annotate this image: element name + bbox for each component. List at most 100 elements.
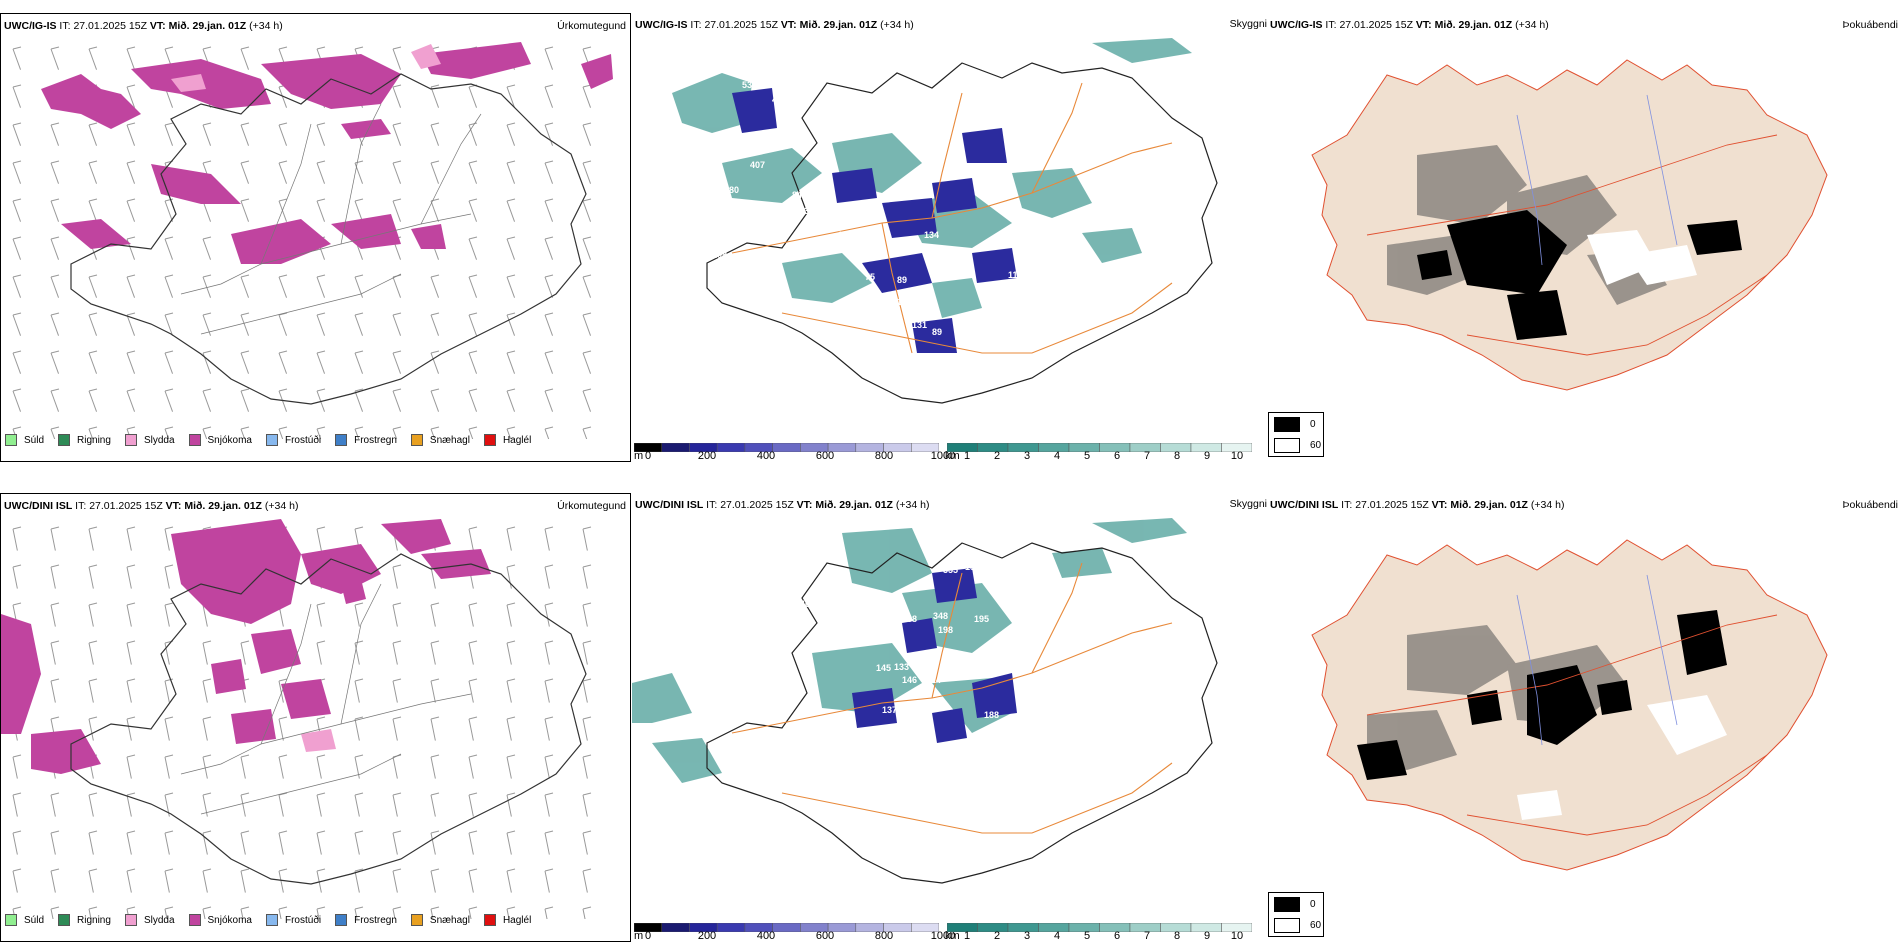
wind-barb bbox=[240, 46, 250, 70]
wind-barb bbox=[164, 122, 174, 146]
fog-legend-swatch bbox=[1274, 438, 1300, 453]
wind-barb bbox=[240, 122, 250, 146]
wind-barb bbox=[316, 426, 326, 439]
legend-label: Frostúði bbox=[284, 914, 322, 926]
rivers bbox=[1516, 94, 1678, 266]
legend-label: Frostregn bbox=[354, 434, 397, 446]
wind-barb bbox=[88, 274, 98, 298]
wind-barb bbox=[544, 792, 554, 817]
wind-barb bbox=[544, 350, 554, 374]
wind-barb bbox=[354, 678, 364, 703]
wind-barb bbox=[12, 830, 22, 855]
cloudbase-value-label: 146 bbox=[902, 675, 917, 685]
wind-barb bbox=[12, 160, 22, 184]
wind-barb bbox=[164, 526, 174, 551]
wind-barb bbox=[50, 526, 60, 551]
cloudbase-value-label: 14 bbox=[897, 297, 907, 307]
wind-barb bbox=[202, 640, 212, 665]
wind-barb bbox=[202, 274, 212, 298]
scale-tick-label: 1 bbox=[963, 930, 971, 942]
wind-barb bbox=[50, 122, 60, 146]
wind-barb bbox=[582, 868, 592, 893]
wind-barb bbox=[506, 564, 516, 589]
coastline bbox=[706, 542, 1218, 884]
wind-barb bbox=[50, 640, 60, 665]
cloudbase-value-label: 146 bbox=[795, 599, 810, 609]
variable-label: Skyggni bbox=[1229, 18, 1267, 30]
wind-barb bbox=[544, 198, 554, 222]
legend-label: Rigning bbox=[77, 914, 111, 926]
wind-barb bbox=[50, 678, 60, 703]
wind-barb bbox=[392, 312, 402, 336]
legend-swatch bbox=[5, 434, 17, 446]
scale-tick-label: 6 bbox=[1113, 930, 1121, 942]
variable-label: Úrkomutegund bbox=[557, 20, 626, 32]
wind-barb bbox=[582, 792, 592, 817]
wind-barb bbox=[12, 868, 22, 893]
wind-barb bbox=[506, 602, 516, 627]
legend-item: Snjókoma bbox=[188, 434, 252, 446]
wind-barb bbox=[582, 388, 592, 412]
wind-barb bbox=[278, 274, 288, 298]
fog-legend-row: 60 bbox=[1274, 918, 1321, 933]
visibility-scale-unit: km bbox=[945, 450, 960, 462]
legend-item: Frostregn bbox=[335, 434, 397, 446]
legend-swatch bbox=[5, 914, 17, 926]
variable-label: Skyggni bbox=[1229, 498, 1267, 510]
wind-barb bbox=[582, 564, 592, 589]
scale-tick-label: 400 bbox=[756, 930, 776, 942]
cloudbase-areas bbox=[852, 568, 1017, 743]
visibility-scale-ticks: 1 2 3 4 5 6 7 8 9 10 bbox=[945, 450, 1255, 464]
scale-tick-label: 5 bbox=[1083, 450, 1091, 462]
scale-tick-label: 0 bbox=[644, 450, 652, 462]
cloudbase-value-label: 541 bbox=[993, 576, 1008, 586]
fog-dense-areas bbox=[1417, 210, 1742, 340]
wind-barb bbox=[126, 754, 136, 779]
wind-barb bbox=[506, 678, 516, 703]
wind-barb bbox=[164, 236, 174, 260]
wind-barb bbox=[582, 830, 592, 855]
wind-barb bbox=[50, 350, 60, 374]
wind-barb bbox=[582, 312, 592, 336]
wind-barb bbox=[506, 84, 516, 108]
scale-tick-label: 6 bbox=[1113, 450, 1121, 462]
wind-barb bbox=[88, 388, 98, 412]
fog-legend-swatch bbox=[1274, 918, 1300, 933]
wind-barb bbox=[50, 198, 60, 222]
wind-barb bbox=[164, 564, 174, 589]
wind-barb bbox=[202, 792, 212, 817]
legend-item: Haglél bbox=[483, 434, 532, 446]
wind-barb bbox=[468, 678, 478, 703]
legend-label: Súld bbox=[24, 914, 45, 926]
legend-label: Snjókoma bbox=[207, 914, 252, 926]
legend-item: Frostúði bbox=[265, 914, 322, 926]
cloudbase-value-label: 460 bbox=[834, 240, 849, 250]
cloudbase-value-label: 188 bbox=[984, 710, 999, 720]
roads-gray bbox=[180, 103, 482, 335]
wind-barb bbox=[12, 274, 22, 298]
legend-swatch bbox=[483, 914, 496, 926]
wind-barb bbox=[354, 640, 364, 665]
cloudbase-value-label: 252 bbox=[724, 150, 739, 160]
legend-label: Haglél bbox=[502, 434, 532, 446]
wind-barb bbox=[126, 716, 136, 741]
scale-tick-label: 600 bbox=[815, 450, 835, 462]
wind-barb bbox=[468, 526, 478, 551]
wind-barb bbox=[430, 716, 440, 741]
scale-tick-label: 2 bbox=[993, 450, 1001, 462]
wind-barb bbox=[88, 868, 98, 893]
wind-barb bbox=[164, 906, 174, 919]
wind-barb bbox=[468, 754, 478, 779]
cloudbase-value-label: 534 bbox=[742, 80, 757, 90]
precip-map bbox=[12, 42, 613, 439]
wind-barb bbox=[202, 236, 212, 260]
wind-barb bbox=[354, 350, 364, 374]
cloudbase-value-label: 195 bbox=[974, 614, 989, 624]
wind-barb bbox=[12, 426, 22, 439]
wind-barb bbox=[392, 868, 402, 893]
snow-areas bbox=[1, 519, 491, 774]
wind-barb bbox=[240, 792, 250, 817]
fog-legend-row: 0 bbox=[1274, 417, 1316, 432]
wind-barb bbox=[430, 350, 440, 374]
fog-legend-swatch bbox=[1274, 417, 1300, 432]
